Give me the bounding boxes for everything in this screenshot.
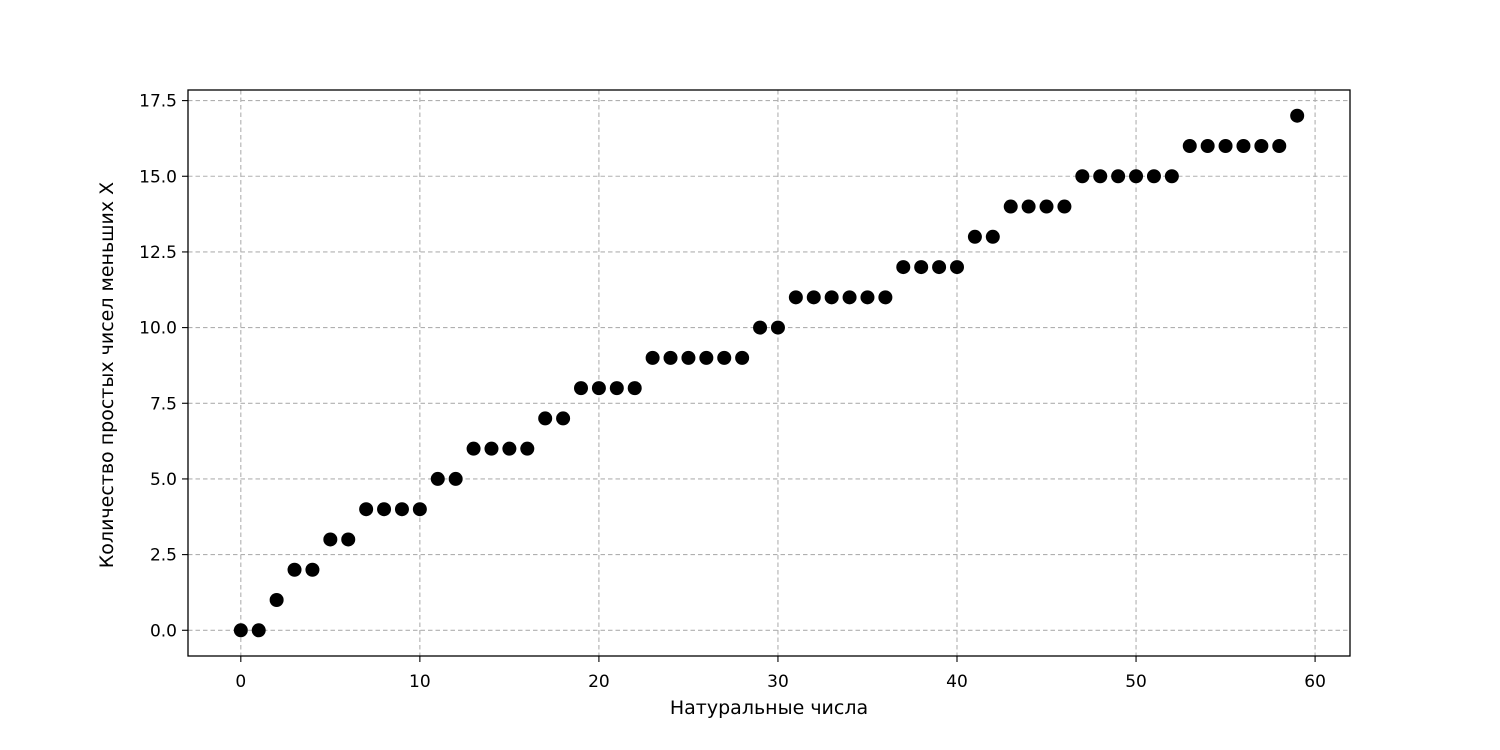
data-point [1111,169,1126,184]
y-tick-label: 17.5 [139,92,177,112]
data-point [681,350,696,365]
data-point [269,593,284,608]
data-point [609,381,624,396]
x-tick-label: 30 [767,672,789,692]
x-axis-label: Натуральные числа [670,697,868,719]
data-point [699,350,714,365]
x-tick-label: 20 [588,672,610,692]
data-point [448,471,463,486]
data-point [1003,199,1018,214]
data-point [1254,138,1269,153]
data-point [1075,169,1090,184]
grid [188,90,1350,656]
data-points [233,108,1305,638]
y-tick-label: 12.5 [139,243,177,263]
data-point [1200,138,1215,153]
data-point [663,350,678,365]
axis-ticks: 0 10 20 30 40 50 60 0.0 2.5 5.0 7.5 10.0 12.5 15.0 17.… [139,92,1326,692]
data-point [806,290,821,305]
data-point [466,441,481,456]
data-point [788,290,803,305]
data-point [412,502,427,517]
data-point [1236,138,1251,153]
y-tick-label: 15.0 [139,167,177,187]
data-point [967,229,982,244]
data-point [556,411,571,426]
y-tick-label: 7.5 [150,394,177,414]
data-point [1146,169,1161,184]
data-point [985,229,1000,244]
data-point [1039,199,1054,214]
data-point [430,471,445,486]
data-point [233,623,248,638]
data-point [1093,169,1108,184]
y-axis-label: Количество простых чисел меньших X [96,182,118,568]
x-tick-label: 40 [946,672,968,692]
data-point [770,320,785,335]
data-point [341,532,356,547]
y-tick-label: 2.5 [150,546,177,566]
data-point [753,320,768,335]
data-point [538,411,553,426]
data-point [1129,169,1144,184]
data-point [287,562,302,577]
data-point [842,290,857,305]
data-point [932,260,947,275]
x-tick-label: 60 [1304,672,1326,692]
data-point [1290,108,1305,123]
x-tick-label: 0 [235,672,246,692]
data-point [627,381,642,396]
data-point [914,260,929,275]
data-point [484,441,499,456]
data-point [949,260,964,275]
data-point [735,350,750,365]
y-tick-label: 10.0 [139,319,177,339]
data-point [1182,138,1197,153]
data-point [878,290,893,305]
data-point [645,350,660,365]
data-point [1057,199,1072,214]
data-point [520,441,535,456]
data-point [717,350,732,365]
data-point [574,381,589,396]
data-point [591,381,606,396]
data-point [251,623,266,638]
data-point [1218,138,1233,153]
data-point [896,260,911,275]
data-point [860,290,875,305]
x-tick-label: 50 [1125,672,1147,692]
x-tick-label: 10 [409,672,431,692]
data-point [1272,138,1287,153]
data-point [377,502,392,517]
data-point [359,502,374,517]
data-point [1021,199,1036,214]
y-tick-label: 0.0 [150,621,177,641]
data-point [824,290,839,305]
data-point [323,532,338,547]
data-point [394,502,409,517]
data-point [305,562,320,577]
data-point [1164,169,1179,184]
data-point [502,441,517,456]
y-tick-label: 5.0 [150,470,177,490]
plot-frame [187,89,1351,657]
